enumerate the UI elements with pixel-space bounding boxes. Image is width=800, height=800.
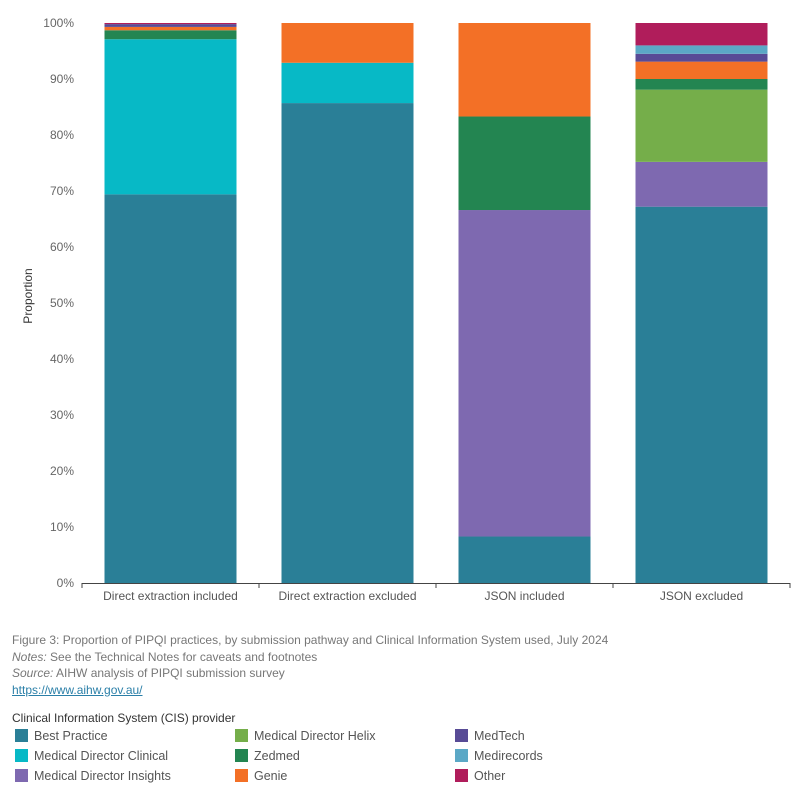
bar-segment[interactable] xyxy=(281,62,414,104)
legend-item[interactable]: Best Practice xyxy=(12,728,232,743)
y-tick-label: 90% xyxy=(50,72,74,86)
bar-segment[interactable] xyxy=(104,23,237,25)
legend-item[interactable]: Medical Director Helix xyxy=(232,728,452,743)
bar-segment[interactable] xyxy=(635,53,768,62)
bar-segment[interactable] xyxy=(458,116,591,211)
y-tick-label: 100% xyxy=(43,16,74,30)
legend-grid: Best Practice Medical Director Helix MedTe… xyxy=(12,728,792,783)
legend-swatch xyxy=(235,729,248,742)
bar-segment[interactable] xyxy=(281,103,414,583)
bar-segment[interactable] xyxy=(635,89,768,162)
figure-caption: Figure 3: Proportion of PIPQI practices,… xyxy=(12,632,608,698)
y-tick-label: 70% xyxy=(50,184,74,198)
bar-segment[interactable] xyxy=(635,161,768,207)
bar-segment[interactable] xyxy=(104,24,237,27)
legend-item[interactable]: Zedmed xyxy=(232,748,452,763)
bar-segment[interactable] xyxy=(635,206,768,583)
x-axis: Direct extraction included Direct extract… xyxy=(81,583,791,603)
legend-swatch xyxy=(15,749,28,762)
source-text: AIHW analysis of PIPQI submission survey xyxy=(53,666,285,680)
bar-segment[interactable] xyxy=(458,536,591,583)
bar-segment[interactable] xyxy=(635,79,768,90)
bar-segment[interactable] xyxy=(104,30,237,40)
notes-label: Notes: xyxy=(12,649,47,664)
legend-item[interactable]: Medical Director Insights xyxy=(12,768,232,783)
y-tick-label: 10% xyxy=(50,520,74,534)
figure-title: Figure 3: Proportion of PIPQI practices,… xyxy=(12,633,609,647)
legend: Clinical Information System (CIS) provid… xyxy=(12,711,792,783)
legend-label: Medical Director Insights xyxy=(34,768,171,783)
x-tick-label: Direct extraction included xyxy=(103,589,238,603)
source-label: Source: xyxy=(12,666,54,680)
y-tick-label: 40% xyxy=(50,352,74,366)
legend-label: Medirecords xyxy=(474,748,543,763)
y-axis: 0% 10% 20% 30% 40% 50% 60% 70% 80% 90% 100% xyxy=(43,16,74,590)
bars xyxy=(104,23,768,584)
stacked-bar-chart: 0% 10% 20% 30% 40% 50% 60% 70% 80% 90% 100% Direct… xyxy=(21,16,791,603)
bar-segment[interactable] xyxy=(458,210,591,537)
x-tick-label: JSON included xyxy=(484,589,564,603)
legend-swatch xyxy=(15,729,28,742)
legend-label: Other xyxy=(474,768,506,783)
y-tick-label: 20% xyxy=(50,464,74,478)
legend-label: Zedmed xyxy=(254,748,300,763)
bar-segment[interactable] xyxy=(104,26,237,31)
legend-swatch xyxy=(15,769,28,782)
y-tick-label: 80% xyxy=(50,128,74,142)
legend-label: Medical Director Helix xyxy=(254,728,376,743)
x-tick-label: JSON excluded xyxy=(660,589,743,603)
legend-label: MedTech xyxy=(474,728,525,743)
legend-swatch xyxy=(235,749,248,762)
bar-segment[interactable] xyxy=(104,39,237,195)
notes-text: See the Technical Notes for caveats and … xyxy=(46,649,318,664)
bar-segment[interactable] xyxy=(281,23,414,63)
y-tick-label: 50% xyxy=(50,296,74,310)
y-tick-label: 60% xyxy=(50,240,74,254)
y-tick-label: 0% xyxy=(57,576,75,590)
legend-item[interactable]: Medical Director Clinical xyxy=(12,748,232,763)
bar-segment[interactable] xyxy=(458,23,591,117)
legend-item[interactable]: Medirecords xyxy=(452,748,672,763)
legend-title: Clinical Information System (CIS) provid… xyxy=(12,711,236,725)
legend-label: Genie xyxy=(254,768,288,783)
y-axis-title: Proportion xyxy=(21,268,35,323)
legend-swatch xyxy=(455,749,468,762)
legend-item[interactable]: Other xyxy=(452,768,672,783)
bar-segment[interactable] xyxy=(635,61,768,79)
y-tick-label: 30% xyxy=(50,408,74,422)
bar-segment[interactable] xyxy=(635,45,768,54)
notes-line: Notes: See the Technical Notes for cavea… xyxy=(12,649,608,666)
legend-swatch xyxy=(455,769,468,782)
bar-segment[interactable] xyxy=(104,194,237,584)
x-tick-label: Direct extraction excluded xyxy=(278,589,416,603)
legend-item[interactable]: Genie xyxy=(232,768,452,783)
legend-swatch xyxy=(455,729,468,742)
legend-item[interactable]: MedTech xyxy=(452,728,672,743)
source-link[interactable]: https://www.aihw.gov.au/ xyxy=(12,682,143,697)
bar-segment[interactable] xyxy=(635,23,768,46)
legend-label: Medical Director Clinical xyxy=(34,748,169,763)
legend-label: Best Practice xyxy=(34,728,108,743)
legend-swatch xyxy=(235,769,248,782)
source-line: Source: AIHW analysis of PIPQI submissio… xyxy=(12,665,608,682)
